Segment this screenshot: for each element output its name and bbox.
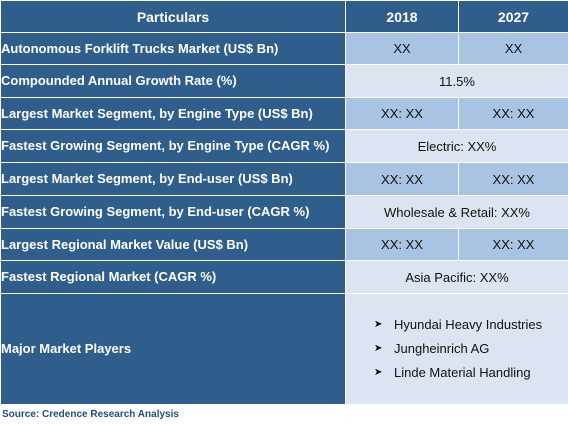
- list-item: ➤ Hyundai Heavy Industries: [374, 313, 568, 337]
- table-row: Largest Market Segment, by End-user (US$…: [0, 162, 568, 196]
- value-2027: XX: XX: [458, 162, 568, 196]
- row-label: Fastest Regional Market (CAGR %): [0, 260, 346, 294]
- table-row: Fastest Regional Market (CAGR %) Asia Pa…: [0, 260, 568, 294]
- table-row: Fastest Growing Segment, by Engine Type …: [0, 129, 568, 163]
- table-row: Fastest Growing Segment, by End-user (CA…: [0, 195, 568, 229]
- arrow-bullet-icon: ➤: [374, 343, 383, 354]
- value-2018: XX: [345, 32, 459, 65]
- merged-value: Electric: XX%: [345, 129, 568, 163]
- value-2018: XX: XX: [345, 228, 459, 261]
- table-row-players: Major Market Players ➤ Hyundai Heavy Indu…: [0, 293, 568, 405]
- value-2027: XX: XX: [458, 228, 568, 261]
- value-2027: XX: [458, 32, 568, 65]
- row-label: Largest Regional Market Value (US$ Bn): [0, 228, 346, 261]
- value-2018: XX: XX: [345, 162, 459, 196]
- value-2018: XX: XX: [345, 97, 459, 130]
- row-label: Fastest Growing Segment, by End-user (CA…: [0, 195, 346, 229]
- row-label: Largest Market Segment, by End-user (US$…: [0, 162, 346, 196]
- market-summary-table: Particulars 2018 2027 Autonomous Forklif…: [0, 0, 568, 405]
- row-label: Autonomous Forklift Trucks Market (US$ B…: [0, 32, 346, 65]
- player-name: Hyundai Heavy Industries: [394, 317, 543, 332]
- arrow-bullet-icon: ➤: [374, 319, 383, 330]
- value-2027: XX: XX: [458, 97, 568, 130]
- player-name: Jungheinrich AG: [394, 341, 490, 356]
- table-header-row: Particulars 2018 2027: [0, 0, 568, 33]
- player-name: Linde Material Handling: [394, 365, 531, 380]
- merged-value: Wholesale & Retail: XX%: [345, 195, 568, 229]
- merged-value: 11.5%: [345, 64, 568, 98]
- header-year-2027: 2027: [458, 0, 568, 33]
- table-row: Largest Regional Market Value (US$ Bn) X…: [0, 228, 568, 261]
- players-cell: ➤ Hyundai Heavy Industries ➤ Jungheinrich …: [345, 293, 568, 405]
- players-list: ➤ Hyundai Heavy Industries ➤ Jungheinrich …: [347, 313, 568, 385]
- players-label: Major Market Players: [0, 293, 346, 405]
- table-row: Compounded Annual Growth Rate (%) 11.5%: [0, 64, 568, 98]
- list-item: ➤ Jungheinrich AG: [374, 337, 568, 361]
- row-label: Fastest Growing Segment, by Engine Type …: [0, 129, 346, 163]
- header-particulars: Particulars: [0, 0, 346, 33]
- row-label: Largest Market Segment, by Engine Type (…: [0, 97, 346, 130]
- row-label: Compounded Annual Growth Rate (%): [0, 64, 346, 98]
- table-row: Autonomous Forklift Trucks Market (US$ B…: [0, 32, 568, 65]
- source-note: Source: Credence Research Analysis: [0, 406, 568, 424]
- merged-value: Asia Pacific: XX%: [345, 260, 568, 294]
- list-item: ➤ Linde Material Handling: [374, 361, 568, 385]
- table-row: Largest Market Segment, by Engine Type (…: [0, 97, 568, 130]
- arrow-bullet-icon: ➤: [374, 367, 383, 378]
- header-year-2018: 2018: [345, 0, 459, 33]
